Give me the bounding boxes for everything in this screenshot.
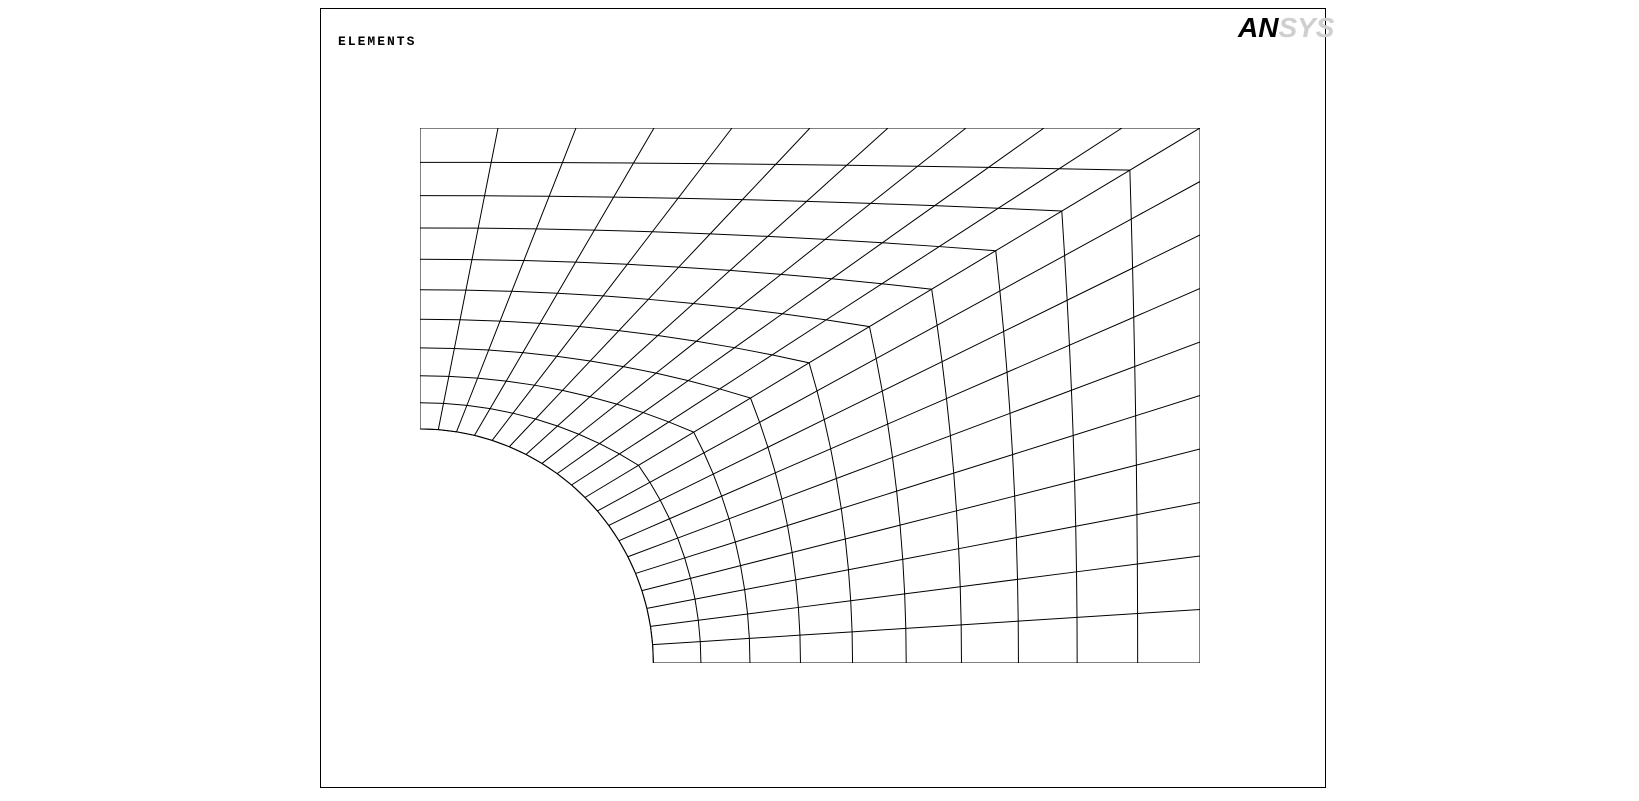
fe-mesh bbox=[420, 128, 1200, 663]
logo-dark: AN bbox=[1238, 12, 1278, 43]
ansys-logo: ANSYS bbox=[1238, 12, 1334, 44]
logo-light: SYS bbox=[1278, 12, 1334, 43]
plot-title: ELEMENTS bbox=[338, 34, 416, 49]
